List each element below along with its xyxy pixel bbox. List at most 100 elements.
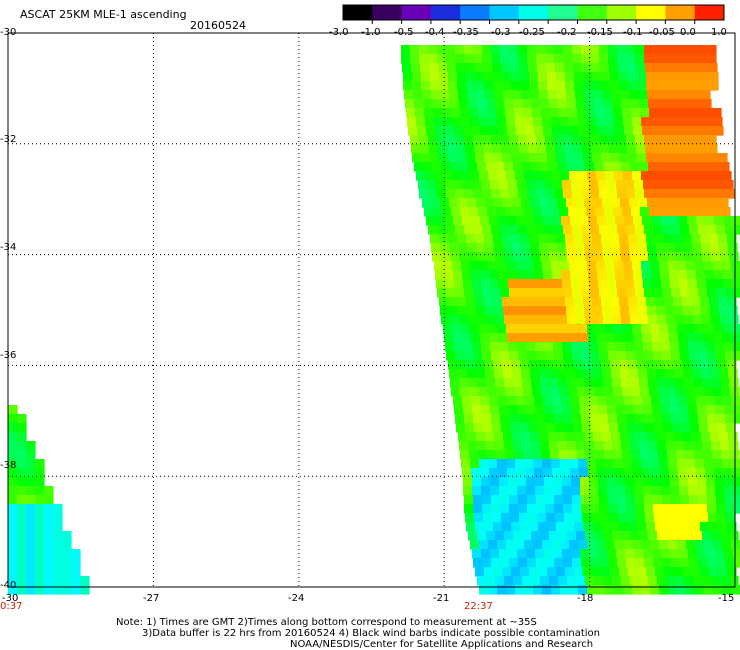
swath-cell xyxy=(697,486,707,496)
swath-cell xyxy=(53,540,63,550)
swath-cell xyxy=(62,549,72,559)
swath-cell xyxy=(557,90,567,100)
swath-cell xyxy=(454,405,464,415)
swath-cell xyxy=(531,99,541,109)
swath-cell xyxy=(461,324,471,334)
swath-cell xyxy=(611,90,621,100)
swath-cell xyxy=(71,558,81,568)
swath-cell xyxy=(598,405,608,415)
swath-cell xyxy=(438,144,448,154)
swath-cell xyxy=(657,315,667,325)
swath-cell xyxy=(669,396,679,406)
colorbar-segment xyxy=(343,5,373,20)
swath-cell xyxy=(35,522,45,532)
swath-cell xyxy=(464,189,474,199)
swath-cell xyxy=(553,405,563,415)
swath-cell xyxy=(504,378,514,388)
swath-cell xyxy=(423,162,433,172)
swath-cell xyxy=(571,180,581,190)
swath-cell xyxy=(569,117,579,127)
swath-cell xyxy=(696,333,706,343)
swath-cell xyxy=(732,468,740,478)
swath-cell xyxy=(725,414,735,424)
swath-cell xyxy=(558,99,568,109)
swath-cell xyxy=(617,351,627,361)
swath-cell xyxy=(675,99,685,109)
note-line-1: Note: 1) Times are GMT 2)Times along bot… xyxy=(116,617,537,628)
swath-cell xyxy=(466,81,476,91)
swath-cell xyxy=(571,279,581,289)
swath-cell xyxy=(677,171,687,181)
swath-cell xyxy=(552,468,562,478)
swath-cell xyxy=(661,549,671,559)
swath-cell xyxy=(35,459,45,469)
swath-cell xyxy=(618,423,628,433)
swath-cell xyxy=(708,423,718,433)
swath-cell xyxy=(694,387,704,397)
swath-cell xyxy=(725,288,735,298)
swath-cell xyxy=(581,504,591,514)
swath-cell xyxy=(518,495,528,505)
swath-cell xyxy=(630,531,640,541)
swath-cell xyxy=(477,162,487,172)
swath-cell xyxy=(495,576,505,586)
swath-cell xyxy=(572,54,582,64)
swath-cell xyxy=(493,567,503,577)
swath-cell xyxy=(572,414,582,424)
swath-cell xyxy=(594,441,604,451)
swath-cell xyxy=(44,567,54,577)
swath-cell xyxy=(575,243,585,253)
swath-cell xyxy=(509,135,519,145)
swath-cell xyxy=(668,585,678,595)
swath-cell xyxy=(8,549,18,559)
swath-cell xyxy=(571,477,581,487)
swath-cell xyxy=(609,423,619,433)
swath-cell xyxy=(643,279,653,289)
swath-cell xyxy=(410,135,420,145)
swath-cell xyxy=(523,450,533,460)
swath-cell xyxy=(678,126,688,136)
swath-cell xyxy=(723,468,733,478)
swath-cell xyxy=(591,144,601,154)
swath-cell xyxy=(624,396,634,406)
swath-cell xyxy=(457,81,467,91)
swath-cell xyxy=(478,108,488,118)
swath-cell xyxy=(576,441,586,451)
swath-cell xyxy=(529,72,539,82)
swath-cell xyxy=(8,531,18,541)
swath-cell xyxy=(581,495,591,505)
swath-cell xyxy=(685,207,695,217)
swath-cell xyxy=(572,189,582,199)
swath-cell xyxy=(440,243,450,253)
swath-cell xyxy=(466,360,476,370)
swath-cell xyxy=(705,126,715,136)
swath-cell xyxy=(503,90,513,100)
swath-cell xyxy=(500,351,510,361)
swath-cell xyxy=(622,387,632,397)
swath-cell xyxy=(593,369,603,379)
swath-cell xyxy=(587,540,597,550)
swath-cell xyxy=(8,450,18,460)
cbar-label: -0.35 xyxy=(453,27,479,38)
swath-cell xyxy=(485,90,495,100)
swath-cell xyxy=(663,513,673,523)
swath-cell xyxy=(721,450,731,460)
swath-cell xyxy=(695,117,705,127)
swath-cell xyxy=(493,72,503,82)
swath-cell xyxy=(683,306,693,316)
swath-cell xyxy=(491,54,501,64)
swath-cell xyxy=(8,459,18,469)
swath-cell xyxy=(637,81,647,91)
swath-cell xyxy=(543,468,553,478)
swath-cell xyxy=(724,180,734,190)
swath-cell xyxy=(471,468,481,478)
swath-cell xyxy=(535,342,545,352)
swath-cell xyxy=(617,45,627,55)
swath-cell xyxy=(35,504,45,514)
swath-cell xyxy=(615,468,625,478)
swath-cell xyxy=(704,324,714,334)
swath-cell xyxy=(689,288,699,298)
swath-cell xyxy=(682,297,692,307)
swath-cell xyxy=(452,171,462,181)
swath-cell xyxy=(567,252,577,262)
